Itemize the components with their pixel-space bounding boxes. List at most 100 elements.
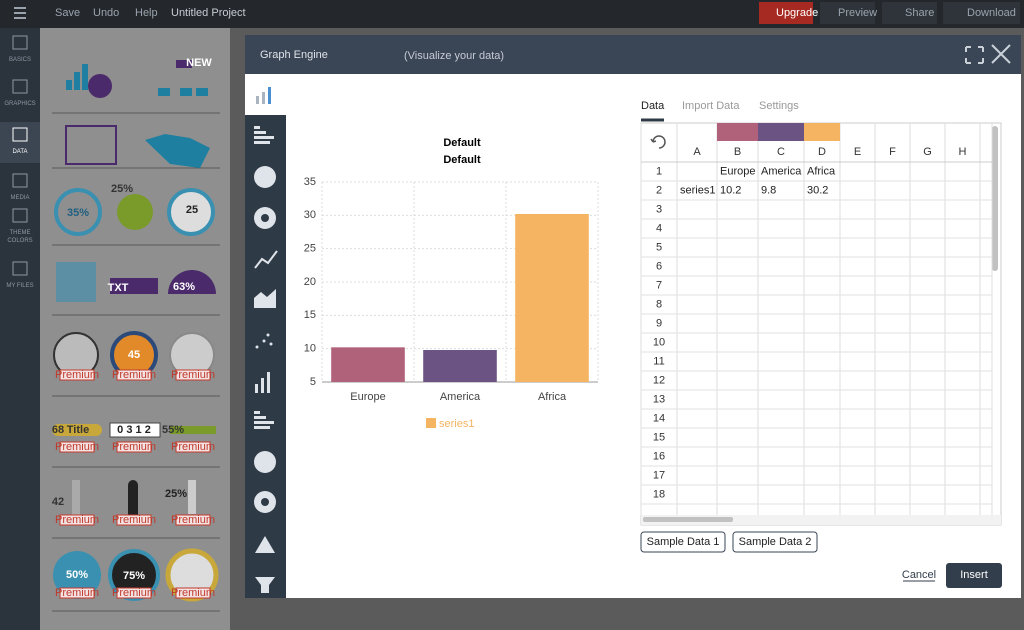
menu-item[interactable]: Undo	[93, 7, 119, 19]
top-button-label: Download	[967, 7, 1016, 19]
y-tick-label: 5	[310, 376, 316, 388]
y-tick-label: 25	[304, 243, 316, 255]
row-number: 1	[656, 165, 662, 177]
button-label[interactable]: Sample Data 2	[739, 536, 812, 548]
menu-icon[interactable]	[14, 7, 26, 19]
button-label[interactable]: Sample Data 1	[647, 536, 720, 548]
cancel-button[interactable]: Cancel	[902, 569, 936, 581]
row-number: 5	[656, 241, 662, 253]
premium-label: Premium	[55, 369, 99, 381]
upgrade-button[interactable]	[759, 2, 813, 24]
widget-text: 25%	[165, 488, 187, 500]
sidebar-icon[interactable]	[12, 208, 28, 223]
premium-label: Premium	[55, 441, 99, 453]
premium-label: Premium	[112, 441, 156, 453]
cell[interactable]: Africa	[807, 165, 836, 177]
premium-badge	[59, 369, 95, 381]
row-number: 18	[653, 488, 665, 500]
y-tick-label: 10	[304, 343, 316, 355]
premium-label: Premium	[171, 369, 215, 381]
premium-badge	[175, 514, 211, 526]
dialog-controls	[965, 44, 1011, 64]
premium-badge	[116, 441, 152, 453]
legend-label[interactable]: series1	[439, 418, 474, 430]
chart-type-bar	[245, 115, 286, 598]
premium-label: Premium	[55, 587, 99, 599]
row-number: 8	[656, 298, 662, 310]
row-number: 9	[656, 317, 662, 329]
chart-subtitle: Default	[443, 154, 481, 166]
dialog-header	[245, 35, 1021, 74]
icon-sidebar	[0, 28, 40, 630]
cell[interactable]: 30.2	[807, 184, 828, 196]
row-number: 12	[653, 374, 665, 386]
sidebar-icon[interactable]	[12, 127, 28, 142]
column-color[interactable]	[804, 123, 840, 141]
chart-type-icons[interactable]	[254, 87, 278, 593]
row-number: 14	[653, 412, 665, 424]
column-header: E	[854, 146, 861, 158]
bar	[331, 347, 405, 382]
widget-text: 63%	[173, 281, 195, 293]
tab[interactable]: Import Data	[682, 100, 740, 112]
premium-badge	[116, 587, 152, 599]
sample-data-1-button[interactable]	[640, 531, 726, 553]
row-number: 16	[653, 450, 665, 462]
preview-button[interactable]	[820, 2, 875, 24]
y-tick-label: 30	[304, 209, 316, 221]
column-color[interactable]	[758, 123, 804, 141]
y-tick-label: 15	[304, 309, 316, 321]
sidebar-icon[interactable]	[12, 35, 28, 50]
tab[interactable]: Settings	[759, 100, 799, 112]
column-header: C	[777, 146, 785, 158]
sidebar-label[interactable]: GRAPHICS	[4, 101, 36, 107]
menu-item[interactable]: Help	[135, 7, 158, 19]
column-color[interactable]	[717, 123, 758, 141]
row-number: 15	[653, 431, 665, 443]
fullscreen-icon[interactable]	[965, 46, 984, 64]
sidebar-label[interactable]: DATA	[12, 149, 28, 155]
insert-label[interactable]: Insert	[960, 569, 988, 581]
cell[interactable]: Europe	[720, 165, 755, 177]
cell[interactable]: series1	[680, 184, 715, 196]
menu-item[interactable]: Save	[55, 7, 80, 19]
row-number: 4	[656, 222, 662, 234]
cell[interactable]: 10.2	[720, 184, 741, 196]
premium-label: Premium	[55, 514, 99, 526]
refresh-icon[interactable]	[650, 135, 666, 149]
premium-badge	[175, 441, 211, 453]
tab[interactable]: Data	[641, 100, 665, 112]
widget-shapes	[52, 60, 219, 602]
h-scroll-thumb[interactable]	[643, 517, 733, 522]
column-header: G	[923, 146, 932, 158]
x-tick-label: Europe	[350, 391, 385, 403]
v-scroll-thumb[interactable]	[992, 126, 998, 271]
sidebar-label[interactable]: MEDIA	[10, 195, 30, 201]
sidebar-icon[interactable]	[12, 79, 28, 94]
widget-text: 55%	[162, 424, 184, 436]
legend-swatch	[426, 418, 436, 428]
sample-data-2-button[interactable]	[732, 531, 818, 553]
row-number: 2	[656, 184, 662, 196]
widget-text: 75%	[123, 570, 145, 582]
sidebar-label[interactable]: THEME COLORS	[7, 230, 33, 244]
premium-badge	[175, 369, 211, 381]
close-icon[interactable]	[991, 44, 1011, 64]
share-button[interactable]	[882, 2, 937, 24]
sidebar-icon[interactable]	[12, 173, 28, 188]
row-number: 3	[656, 203, 662, 215]
panel-separators	[52, 112, 220, 612]
sidebar-active	[0, 122, 40, 163]
row-number: 11	[653, 355, 664, 367]
sidebar-icon[interactable]	[12, 261, 28, 276]
column-header: B	[734, 146, 741, 158]
sidebar-label[interactable]: BASICS	[8, 57, 31, 63]
premium-badge	[116, 369, 152, 381]
insert-button[interactable]	[946, 563, 1002, 588]
widget-text: 45	[128, 349, 140, 361]
dialog-subtitle: (Visualize your data)	[404, 50, 504, 62]
sidebar-label[interactable]: MY FILES	[6, 283, 34, 289]
cell[interactable]: America	[761, 165, 802, 177]
cell[interactable]: 9.8	[761, 184, 776, 196]
download-button[interactable]	[943, 2, 1020, 24]
